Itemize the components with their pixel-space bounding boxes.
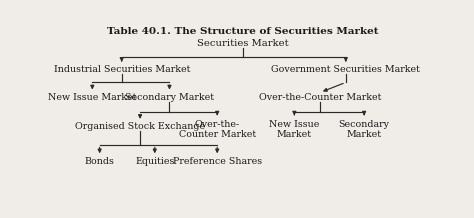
Text: Secondary
Market: Secondary Market [338,120,390,139]
Text: Bonds: Bonds [85,157,115,166]
Text: New Issue Market: New Issue Market [48,93,137,102]
Text: Government Securities Market: Government Securities Market [271,65,420,74]
Text: Securities Market: Securities Market [197,39,289,48]
Text: Over-the-Counter Market: Over-the-Counter Market [259,93,381,102]
Text: New Issue
Market: New Issue Market [269,120,319,139]
Text: Preference Shares: Preference Shares [173,157,262,166]
Text: Equities: Equities [135,157,174,166]
Text: Table 40.1. The Structure of Securities Market: Table 40.1. The Structure of Securities … [107,27,379,36]
Text: Over-the-
Counter Market: Over-the- Counter Market [179,120,256,139]
Text: Industrial Securities Market: Industrial Securities Market [54,65,190,74]
Text: Organised Stock Exchange: Organised Stock Exchange [75,122,205,131]
Text: Secondary Market: Secondary Market [125,93,214,102]
